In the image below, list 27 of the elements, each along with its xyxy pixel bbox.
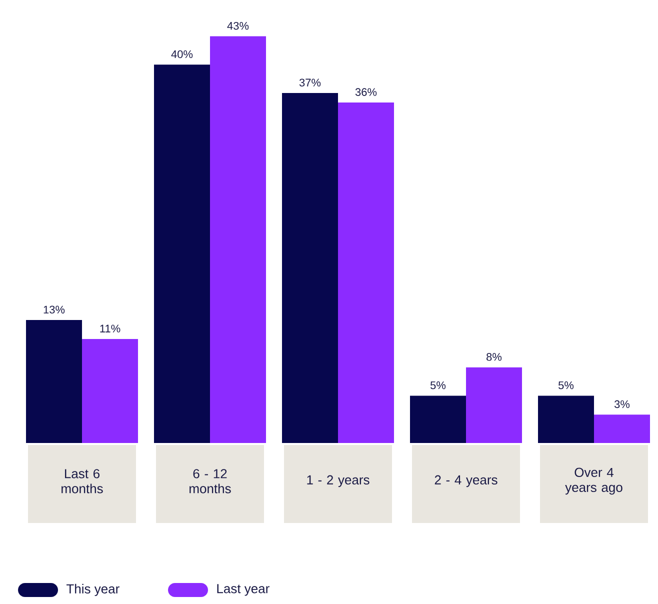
data-label: 13% <box>44 306 65 314</box>
data-label: 37% <box>299 78 321 86</box>
data-label: 43% <box>227 22 249 30</box>
bar <box>410 396 466 443</box>
x-tick-label: Over 4 years ago <box>565 468 622 495</box>
bar <box>154 64 210 443</box>
x-tick-label: 1 - 2 years <box>307 475 370 488</box>
data-label: 11% <box>100 324 120 332</box>
bar <box>82 338 138 443</box>
bar <box>338 102 394 443</box>
data-label: 8% <box>486 353 502 361</box>
bar <box>210 36 266 443</box>
data-label: 3% <box>614 400 630 408</box>
x-tick-label: Last 6 months <box>62 469 103 494</box>
bar <box>466 367 522 443</box>
legend-label: Last year <box>217 584 270 596</box>
bar <box>538 396 594 443</box>
bar <box>594 414 650 443</box>
bar <box>282 93 338 443</box>
data-label: 5% <box>430 381 446 390</box>
legend-label: This year <box>66 584 120 596</box>
bar <box>26 320 82 443</box>
x-tick-label: 2 - 4 years <box>434 475 498 488</box>
data-label: 5% <box>558 381 574 390</box>
x-tick-label: 6 - 12 months <box>190 469 231 494</box>
data-label: 36% <box>355 88 377 96</box>
data-label: 40% <box>171 50 193 58</box>
